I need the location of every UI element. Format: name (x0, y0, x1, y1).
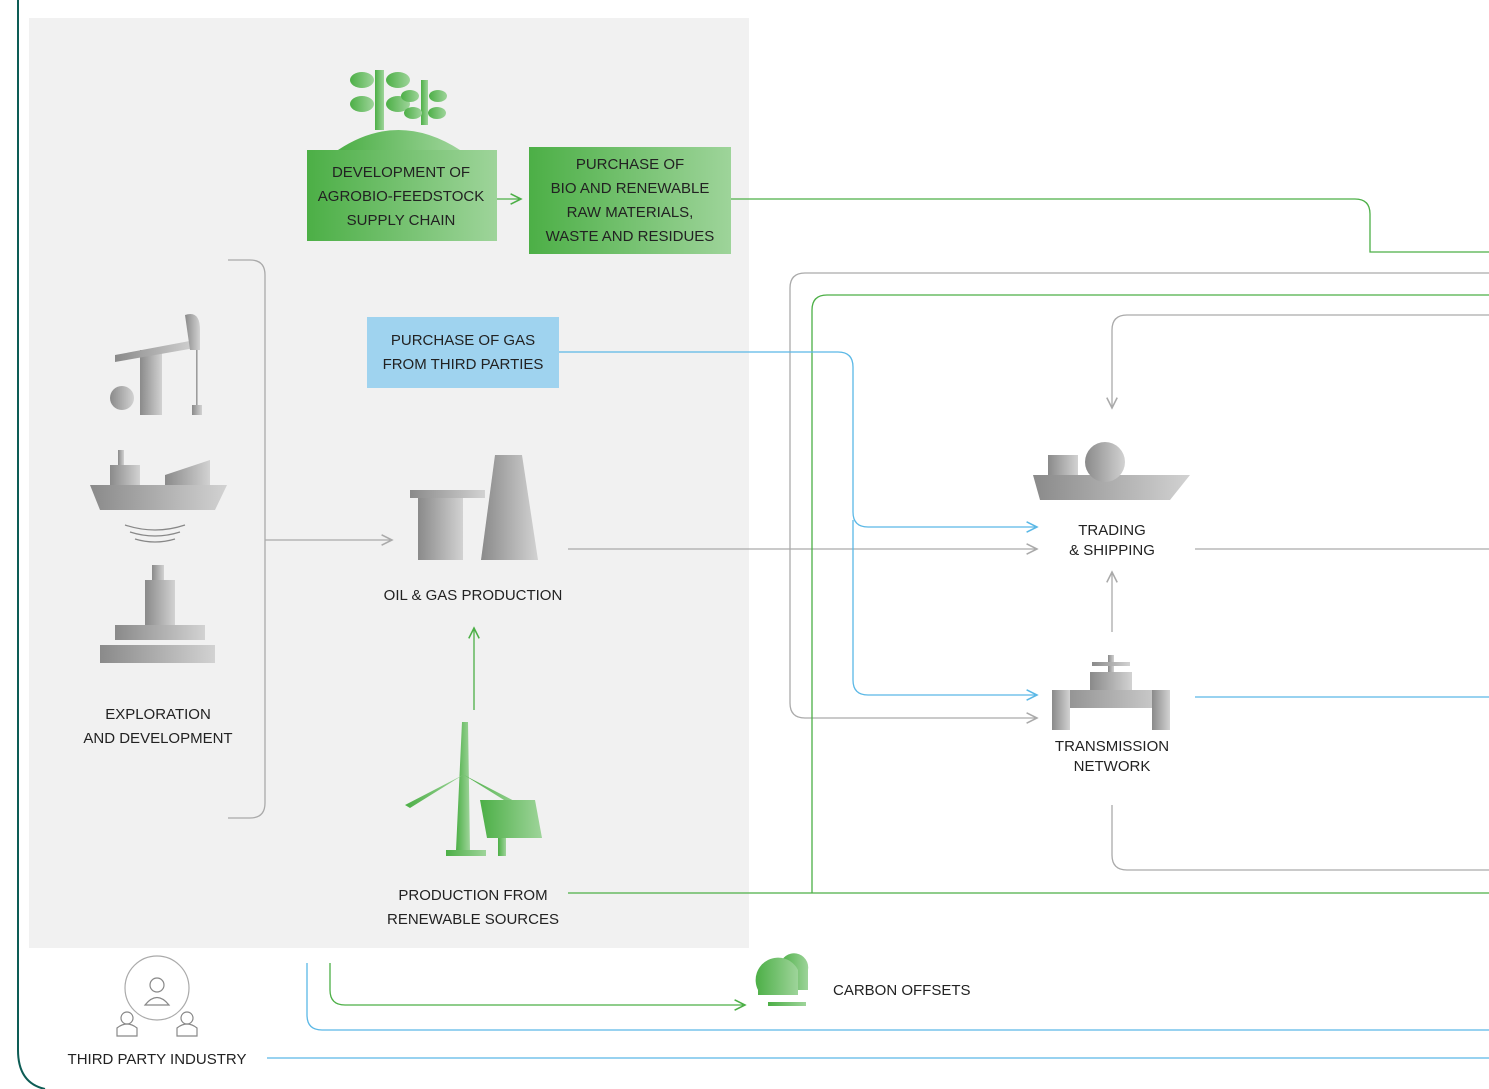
node-label: PURCHASE OF (576, 156, 684, 173)
connectors (228, 199, 1489, 1059)
node-label: RENEWABLE SOURCES (387, 911, 559, 928)
node-label: PRODUCTION FROM (398, 887, 547, 904)
node-label: TRANSMISSION (1055, 738, 1169, 755)
node-label: TRADING (1078, 522, 1146, 539)
node-label: AND DEVELOPMENT (83, 730, 232, 747)
border (17, 0, 46, 1089)
node-label: WASTE AND RESIDUES (546, 228, 715, 245)
node-label: RAW MATERIALS, (567, 204, 694, 221)
boxes (307, 147, 731, 388)
node-label: THIRD PARTY INDUSTRY (68, 1051, 247, 1068)
node-label: OIL & GAS PRODUCTION (384, 587, 563, 604)
node-label: & SHIPPING (1069, 542, 1155, 559)
node-label: DEVELOPMENT OF (332, 164, 470, 181)
node-label: EXPLORATION (105, 706, 211, 723)
node-label: CARBON OFFSETS (833, 982, 971, 999)
node-label: FROM THIRD PARTIES (383, 356, 544, 373)
icons (90, 70, 1190, 1037)
node-label: PURCHASE OF GAS (391, 332, 535, 349)
node-label: AGROBIO-FEEDSTOCK (318, 188, 484, 205)
node-label: SUPPLY CHAIN (347, 212, 456, 229)
node-label: NETWORK (1074, 758, 1151, 775)
node-label: BIO AND RENEWABLE (551, 180, 710, 197)
